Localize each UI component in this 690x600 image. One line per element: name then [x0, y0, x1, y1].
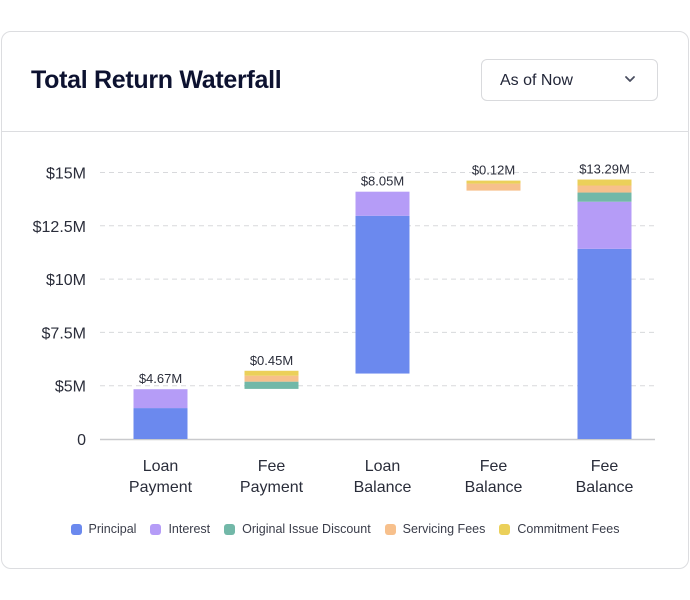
y-tick-label: $15M: [46, 166, 86, 183]
y-tick-label: $10M: [46, 272, 86, 289]
legend-label: Interest: [168, 522, 211, 536]
x-tick-label-line2: Balance: [576, 479, 634, 496]
chevron-down-icon: [625, 76, 635, 82]
x-tick-label-line1: Fee: [591, 458, 619, 475]
bar-segment-servicing-fees: [577, 185, 632, 193]
bar-total-label: $0.45M: [250, 353, 293, 368]
y-tick-label: $12.5M: [33, 219, 86, 236]
bar-segment-commitment-fees: [466, 180, 521, 184]
x-tick-label-line1: Loan: [143, 458, 179, 475]
legend-label: Principal: [88, 522, 137, 536]
x-tick-label-line1: Loan: [365, 458, 401, 475]
legend-label: Servicing Fees: [402, 522, 486, 536]
bar-segment-servicing-fees: [466, 183, 521, 191]
bar-segment-principal: [577, 248, 632, 439]
bar-segment-commitment-fees: [577, 179, 632, 186]
chart-title: Total Return Waterfall: [31, 66, 282, 94]
bar-total-label: $8.05M: [361, 174, 404, 189]
bar-segment-original-issue-discount: [577, 192, 632, 202]
legend-label: Commitment Fees: [517, 522, 620, 536]
legend-item[interactable]: Servicing Fees: [384, 522, 486, 536]
x-tick-label-line2: Payment: [240, 479, 304, 496]
bar-total-label: $4.67M: [139, 371, 182, 386]
time-range-dropdown[interactable]: As of Now: [481, 59, 658, 101]
card-header: Total Return Waterfall As of Now: [2, 32, 688, 132]
bar-segment-commitment-fees: [244, 370, 299, 376]
waterfall-card: Total Return Waterfall As of Now: [1, 31, 689, 569]
bar-segment-interest: [355, 191, 410, 216]
bar-segment-original-issue-discount: [244, 381, 299, 389]
legend-item[interactable]: Original Issue Discount: [224, 522, 371, 536]
bar-total-label: $0.12M: [472, 163, 515, 178]
x-tick-label-line2: Balance: [465, 479, 523, 496]
legend-swatch: [224, 523, 236, 535]
legend-swatch: [499, 523, 511, 535]
y-tick-label: $7.5M: [42, 325, 86, 342]
bar-segment-interest: [577, 201, 632, 249]
legend-item[interactable]: Principal: [70, 522, 137, 536]
x-tick-label-line2: Payment: [129, 479, 193, 496]
bar-segment-principal: [133, 408, 188, 439]
legend-item[interactable]: Interest: [150, 522, 210, 536]
x-tick-label-line1: Fee: [480, 458, 508, 475]
dropdown-value: As of Now: [500, 72, 573, 89]
chart-legend: Principal Interest Original Issue Discount…: [0, 522, 690, 536]
legend-swatch: [150, 523, 162, 535]
legend-label: Original Issue Discount: [242, 522, 371, 536]
bar-segment-principal: [355, 215, 410, 374]
x-tick-label-line2: Balance: [354, 479, 412, 496]
bar-total-label: $13.29M: [579, 162, 630, 177]
bar-segment-interest: [133, 389, 188, 409]
legend-item[interactable]: Commitment Fees: [499, 522, 619, 536]
legend-swatch: [70, 523, 82, 535]
y-tick-label: 0: [77, 432, 86, 449]
legend-swatch: [384, 523, 396, 535]
bar-segment-servicing-fees: [244, 375, 299, 382]
x-tick-label-line1: Fee: [258, 458, 286, 475]
y-tick-label: $5M: [55, 379, 86, 396]
